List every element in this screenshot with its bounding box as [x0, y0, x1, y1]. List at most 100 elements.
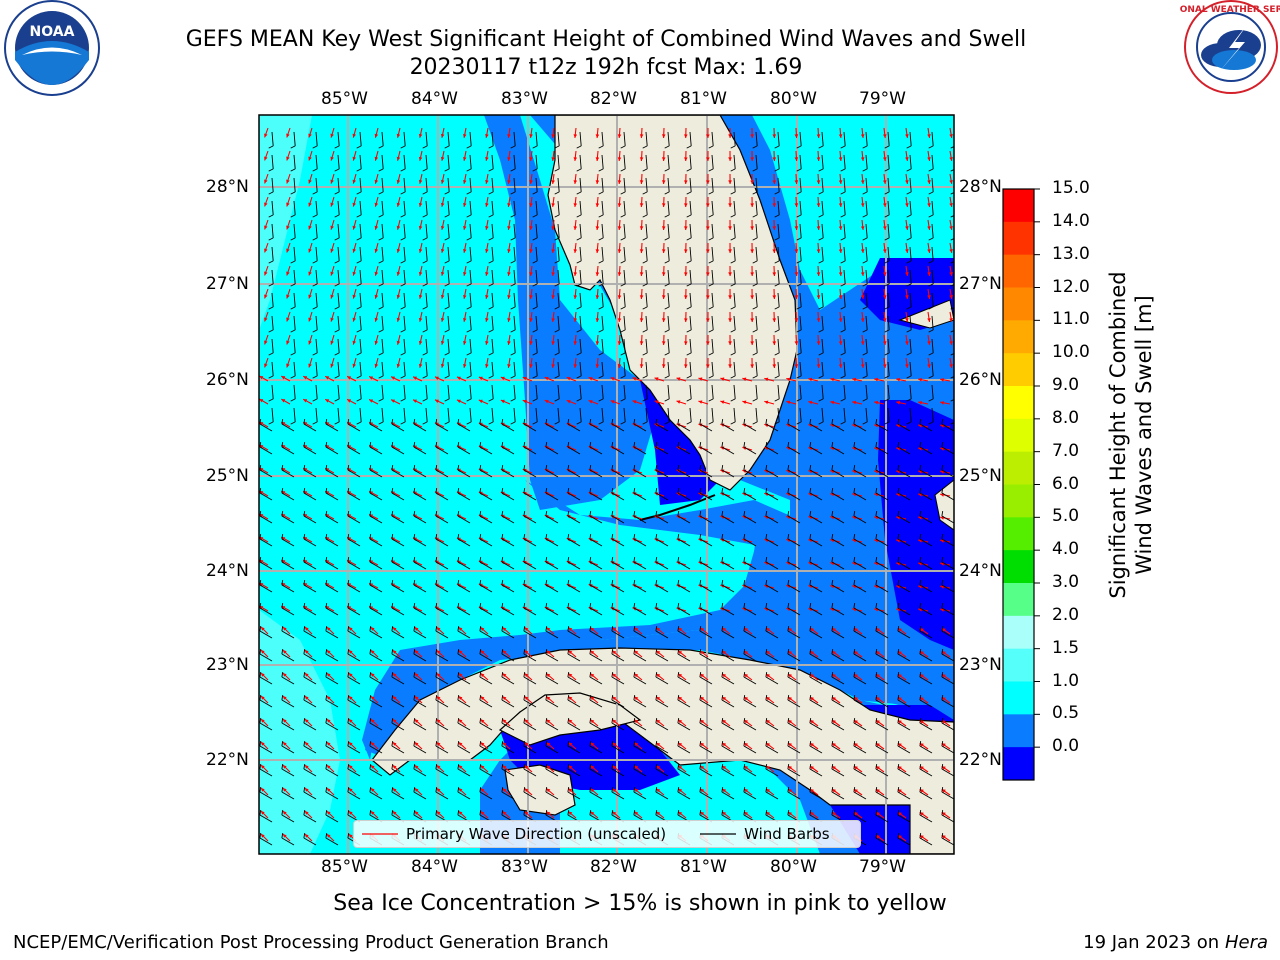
wave-direction-arrowhead — [392, 673, 397, 677]
wind-barb-flag — [576, 260, 582, 264]
wind-barb — [721, 469, 735, 478]
wind-barb — [501, 584, 515, 593]
wind-barb — [435, 699, 449, 708]
wind-barb-flag — [862, 168, 868, 172]
wind-barb — [315, 177, 318, 192]
wind-barb — [391, 423, 405, 432]
wave-direction-arrowhead — [816, 341, 821, 345]
wind-barb-flag — [611, 810, 614, 816]
wave-direction-arrowhead — [413, 399, 417, 403]
wave-direction-arrowhead — [832, 628, 836, 632]
wind-barb-flag — [928, 168, 934, 172]
lon-tick: 85°W — [321, 89, 368, 109]
wind-barb-flag — [444, 260, 450, 264]
wind-barb — [469, 407, 472, 422]
wind-barb — [545, 791, 559, 800]
wind-barb — [469, 177, 472, 192]
wind-barb — [689, 131, 692, 146]
wave-direction-arrowhead — [595, 157, 600, 161]
wind-barb — [469, 292, 472, 307]
wave-direction-arrowhead — [744, 673, 748, 678]
wave-direction-arrowhead — [304, 650, 309, 654]
wind-barb-flag — [303, 741, 306, 747]
wind-barb — [413, 515, 427, 524]
wave-direction-arrowhead — [750, 203, 754, 207]
wind-barb-flag — [919, 419, 922, 425]
wind-barb — [941, 791, 954, 800]
wind-barb-flag — [488, 191, 494, 195]
wind-barb-flag — [941, 419, 944, 425]
wind-barb — [853, 722, 867, 731]
wind-barb — [513, 177, 516, 192]
colorbar-segment — [1003, 747, 1034, 781]
wind-barb-flag — [545, 764, 548, 770]
wave-direction-arrowhead — [418, 156, 423, 161]
wind-barb-flag — [787, 534, 790, 540]
wind-barb — [391, 653, 405, 662]
wind-barb-flag — [765, 419, 768, 425]
wave-direction-arrowhead — [500, 376, 505, 381]
wind-barb — [315, 407, 318, 422]
wind-barb-flag — [730, 214, 736, 218]
wave-direction-arrowhead — [661, 341, 666, 345]
wind-barb-flag — [391, 603, 394, 609]
wind-barb — [523, 538, 537, 547]
wind-barb-flag — [457, 741, 460, 747]
wind-barb — [777, 246, 780, 261]
wave-direction-arrowhead — [853, 743, 858, 747]
colorbar-segment — [1003, 615, 1034, 650]
wind-barb-flag — [589, 488, 592, 494]
wave-direction-arrowhead — [678, 673, 683, 678]
wind-barb-flag — [752, 375, 758, 379]
wind-barb-flag — [532, 306, 538, 310]
wave-direction-arrowhead — [639, 318, 644, 322]
wind-barb-flag — [303, 580, 306, 586]
wind-barb — [875, 607, 889, 616]
wind-barb — [611, 607, 625, 616]
wave-direction-arrowhead — [434, 399, 439, 403]
wind-barb — [557, 338, 560, 353]
wind-barb — [293, 246, 296, 261]
wind-barb-flag — [598, 145, 604, 149]
wind-barb — [645, 292, 648, 307]
wind-barb-flag — [853, 626, 856, 632]
map-frame — [258, 114, 955, 855]
wind-barb — [501, 722, 515, 731]
wind-barb — [325, 584, 339, 593]
wind-barb — [447, 361, 450, 376]
wave-direction-arrowhead — [352, 225, 356, 230]
wind-barb — [645, 338, 648, 353]
wave-direction-arrowhead — [330, 156, 334, 161]
wind-barb — [699, 561, 713, 570]
wind-barb-flag — [479, 603, 482, 609]
wind-barb — [513, 200, 516, 215]
wave-direction-arrowhead — [676, 538, 681, 542]
wind-barb — [557, 223, 560, 238]
wave-direction-arrowhead — [330, 225, 334, 230]
wind-barb-flag — [752, 283, 758, 287]
wind-barb-flag — [400, 352, 406, 356]
wind-barb-flag — [510, 145, 516, 149]
wind-barb — [787, 469, 801, 478]
wind-barb-flag — [589, 718, 592, 724]
wind-barb-flag — [303, 557, 306, 563]
wind-barb — [259, 607, 273, 616]
wind-barb-flag — [774, 214, 780, 218]
wind-barb — [381, 223, 384, 238]
wind-barb — [941, 561, 954, 570]
wave-direction-arrowhead — [374, 294, 379, 299]
wave-direction-arrowhead — [480, 650, 485, 655]
wind-barb — [293, 315, 296, 330]
wind-barb — [919, 814, 933, 823]
wind-barb-flag — [906, 237, 912, 241]
wind-barb — [843, 131, 846, 146]
wind-barb-flag — [875, 580, 878, 586]
wave-direction-arrowhead — [810, 628, 814, 632]
ocean-0-0p5-jamaica — [830, 805, 910, 854]
wind-barb-flag — [281, 695, 284, 701]
wind-barb — [567, 561, 581, 570]
wind-barb — [337, 361, 340, 376]
wind-barb-flag — [325, 580, 328, 586]
wave-direction-arrowhead — [654, 446, 659, 450]
wave-direction-arrowhead — [698, 607, 703, 611]
